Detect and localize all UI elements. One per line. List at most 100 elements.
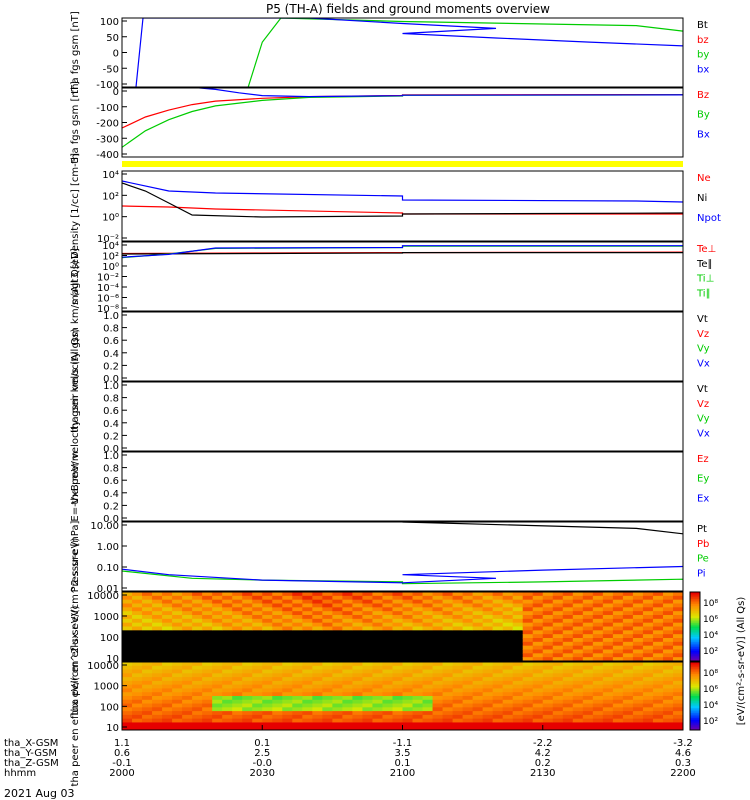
spectrogram-cell xyxy=(392,680,403,686)
spectrogram-cell xyxy=(632,707,644,712)
spectrogram-cell xyxy=(162,615,173,620)
spectrogram-cell xyxy=(532,707,544,712)
spectrogram-cell xyxy=(352,665,363,671)
spectrogram-cell xyxy=(192,630,203,635)
spectrogram-cell xyxy=(122,680,133,686)
spectrogram-cell xyxy=(382,630,393,635)
spectrogram-cell xyxy=(172,669,183,674)
spectrogram-cell xyxy=(262,718,273,723)
spectrogram-cell xyxy=(652,722,664,727)
spectrogram-cell xyxy=(322,630,333,635)
spectrogram-cell xyxy=(462,618,474,624)
spectrogram-cell xyxy=(372,630,383,635)
spectrogram-cell xyxy=(602,707,614,712)
spectrogram-cell xyxy=(382,592,393,597)
spectrogram-cell xyxy=(552,657,564,662)
spectrogram-cell xyxy=(332,673,343,678)
spectrogram-cell xyxy=(232,711,243,716)
y-tick-label: 10⁻⁸ xyxy=(97,304,119,315)
spectrogram-cell xyxy=(162,714,173,720)
spectrogram-cell xyxy=(432,726,444,731)
colorbar-tick: 10² xyxy=(703,647,718,657)
spectrogram-cell xyxy=(172,638,183,643)
spectrogram-cell xyxy=(122,634,133,639)
spectrogram-cell xyxy=(372,703,383,708)
legend-entry: Ey xyxy=(697,474,709,485)
spectrogram-cell xyxy=(222,630,233,635)
spectrogram-cell xyxy=(462,680,474,686)
spectrogram-cell xyxy=(412,592,424,597)
spectrogram-cell xyxy=(142,599,153,604)
spectrogram-cell xyxy=(552,599,564,604)
spectrogram-cell xyxy=(572,665,584,671)
spectrogram-cell xyxy=(622,703,634,708)
colorbar-tick: 10⁸ xyxy=(703,599,718,609)
spectrogram-cell xyxy=(442,592,454,597)
spectrogram-cell xyxy=(492,711,504,716)
spectrogram-cell xyxy=(262,673,273,678)
spectrogram-cell xyxy=(392,611,403,616)
spectrogram-cell xyxy=(242,649,253,654)
spectrogram-cell xyxy=(422,699,434,705)
spectrogram-cell xyxy=(662,665,674,671)
spectrogram-cell xyxy=(212,718,223,723)
spectrogram-cell xyxy=(472,615,484,620)
spectrogram-cell xyxy=(372,592,383,597)
spectrogram-cell xyxy=(322,692,333,697)
spectrogram-cell xyxy=(612,726,624,731)
spectrogram-cell xyxy=(212,677,223,682)
spectrogram-cell xyxy=(282,599,293,604)
spectrogram-cell xyxy=(642,634,654,639)
colorbar-cell xyxy=(690,638,700,641)
spectrogram-cell xyxy=(272,622,283,627)
spectrogram-cell xyxy=(542,662,554,667)
spectrogram-cell xyxy=(652,699,664,705)
spectrogram-cell xyxy=(342,657,353,662)
spectrogram-cell xyxy=(212,622,223,627)
colorbar-cell xyxy=(690,592,700,595)
spectrogram-cell xyxy=(182,711,193,716)
spectrogram-cell xyxy=(392,653,403,658)
spectrogram-cell xyxy=(322,669,333,674)
y-axis-label: magt3 [eV] xyxy=(70,248,81,305)
spectrogram-cell xyxy=(512,615,524,620)
spectrogram-cell xyxy=(322,615,333,620)
spectrogram-cell xyxy=(332,684,343,689)
spectrogram-cell xyxy=(202,692,213,697)
spectrogram-cell xyxy=(122,714,133,720)
spectrogram-cell xyxy=(632,657,644,662)
spectrogram-cell xyxy=(662,726,674,731)
spectrogram-cell xyxy=(172,618,183,624)
spectrogram-cell xyxy=(562,592,574,597)
spectrogram-cell xyxy=(242,638,253,643)
spectrogram-cell xyxy=(532,699,544,705)
series-line-Bz xyxy=(122,94,683,129)
spectrogram-cell xyxy=(502,657,514,662)
spectrogram-cell xyxy=(142,677,153,682)
x-tick-label: 0.6 xyxy=(114,748,130,759)
spectrogram-cell xyxy=(452,692,464,697)
spectrogram-cell xyxy=(192,592,203,597)
spectrogram-cell xyxy=(512,665,524,671)
spectrogram-cell xyxy=(192,699,203,705)
spectrogram-cell xyxy=(272,607,283,612)
spectrogram-cell xyxy=(212,630,223,635)
spectrogram-cell xyxy=(222,711,233,716)
spectrogram-cell xyxy=(422,673,434,678)
spectrogram-cell xyxy=(532,677,544,682)
spectrogram-cell xyxy=(482,638,494,643)
x-tick-label: 2030 xyxy=(250,768,275,779)
spectrogram-cell xyxy=(622,677,634,682)
spectrogram-cell xyxy=(482,669,494,674)
spectrogram-cell xyxy=(642,726,654,731)
y-tick-label: 0.8 xyxy=(103,324,119,335)
spectrogram-cell xyxy=(542,649,554,654)
spectrogram-cell xyxy=(152,688,163,693)
spectrogram-cell xyxy=(142,703,153,708)
spectrogram-cell xyxy=(582,592,594,597)
spectrogram-cell xyxy=(562,626,574,631)
spectrogram-cell xyxy=(232,707,243,712)
spectrogram-cell xyxy=(642,592,654,597)
spectrogram-cell xyxy=(432,722,444,727)
spectrogram-cell xyxy=(452,722,464,727)
